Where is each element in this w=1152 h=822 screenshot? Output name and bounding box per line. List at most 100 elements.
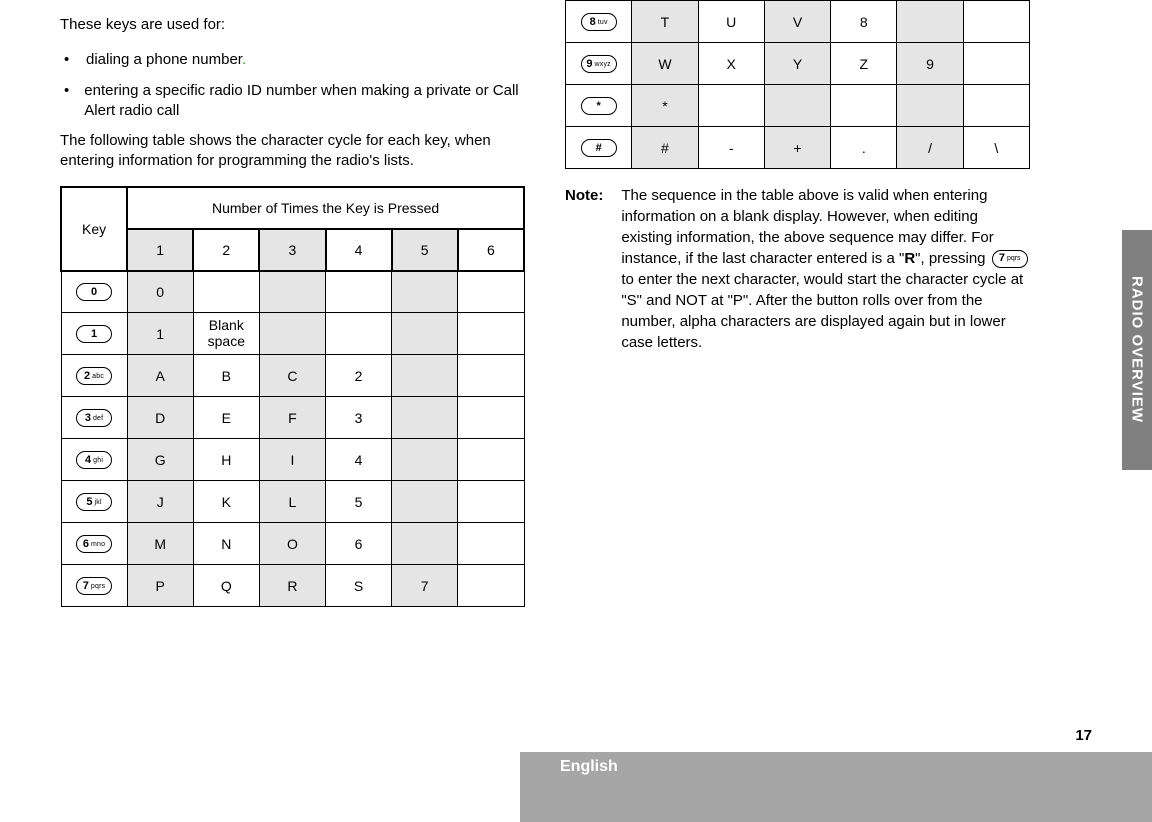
note-text: The sequence in the table above is valid… bbox=[621, 185, 1030, 353]
table-row: 5jklJKL5 bbox=[61, 481, 524, 523]
table-cell bbox=[392, 355, 458, 397]
key-cell: 0 bbox=[61, 271, 127, 313]
table-cell: E bbox=[193, 397, 259, 439]
table-cell bbox=[458, 313, 524, 355]
right-column: 8tuvTUV89wxyzWXYZ9**##-+./\ Note: The se… bbox=[565, 0, 1030, 607]
table-cell bbox=[458, 481, 524, 523]
table-cell: H bbox=[193, 439, 259, 481]
table-cell: X bbox=[698, 43, 764, 85]
table-row: 9wxyz WXYZ9 bbox=[566, 43, 1030, 85]
note-label: Note: bbox=[565, 185, 603, 353]
key-icon: 4ghi bbox=[76, 451, 112, 469]
table-cell: 8 bbox=[831, 1, 897, 43]
bullet-dot-icon: • bbox=[64, 81, 72, 122]
table-cell bbox=[698, 85, 764, 127]
presses-header: Number of Times the Key is Pressed bbox=[127, 187, 524, 229]
table-row: 00 bbox=[61, 271, 524, 313]
table-cell bbox=[326, 313, 392, 355]
col-header: 4 bbox=[326, 229, 392, 271]
table-cell: Z bbox=[831, 43, 897, 85]
key-icon: 6mno bbox=[76, 535, 112, 553]
bullet-dot-icon: • bbox=[64, 50, 74, 70]
table-row: ##-+./\ bbox=[566, 127, 1030, 169]
table-row: 7pqrsPQRS7 bbox=[61, 565, 524, 607]
table-cell: 4 bbox=[326, 439, 392, 481]
table-cell: 9 bbox=[897, 43, 963, 85]
table-row: 4ghiGHI4 bbox=[61, 439, 524, 481]
table-cell bbox=[392, 439, 458, 481]
col-header: 2 bbox=[193, 229, 259, 271]
key-cell: 8tuv bbox=[566, 1, 632, 43]
table-cell: + bbox=[764, 127, 830, 169]
table-cell bbox=[963, 43, 1029, 85]
key-cell: 7pqrs bbox=[61, 565, 127, 607]
note-block: Note: The sequence in the table above is… bbox=[565, 185, 1030, 353]
key-cell: 9wxyz bbox=[566, 43, 632, 85]
table-cell bbox=[963, 1, 1029, 43]
col-header: 3 bbox=[259, 229, 325, 271]
key-icon: 2abc bbox=[76, 367, 112, 385]
key-cell: * bbox=[566, 85, 632, 127]
table-cell: O bbox=[259, 523, 325, 565]
col-header: 5 bbox=[392, 229, 458, 271]
table-cell: F bbox=[259, 397, 325, 439]
table-cell: Blankspace bbox=[193, 313, 259, 355]
table-cell bbox=[193, 271, 259, 313]
table-cell: 2 bbox=[326, 355, 392, 397]
key-icon: 1 bbox=[76, 325, 112, 343]
key-icon: 9wxyz bbox=[581, 55, 617, 73]
page-number: 17 bbox=[1075, 727, 1092, 744]
table-cell: 1 bbox=[127, 313, 193, 355]
table-cell: V bbox=[764, 1, 830, 43]
key-7-icon: 7pqrs bbox=[992, 250, 1028, 268]
table-cell: T bbox=[632, 1, 698, 43]
table-cell: C bbox=[259, 355, 325, 397]
table-cell bbox=[458, 271, 524, 313]
table-cell: P bbox=[127, 565, 193, 607]
table-cell: . bbox=[831, 127, 897, 169]
table-cell bbox=[458, 397, 524, 439]
table-cell: * bbox=[632, 85, 698, 127]
table-cell: I bbox=[259, 439, 325, 481]
table-cell bbox=[326, 271, 392, 313]
table-cell: \ bbox=[963, 127, 1029, 169]
table-cell: W bbox=[632, 43, 698, 85]
bullet-text: entering a specific radio ID number when… bbox=[84, 81, 525, 122]
table-cell: 6 bbox=[326, 523, 392, 565]
language-bar: English bbox=[520, 752, 1152, 822]
table-row: 6mno MNO6 bbox=[61, 523, 524, 565]
table-cell: # bbox=[632, 127, 698, 169]
table-cell: Y bbox=[764, 43, 830, 85]
table-cell: Q bbox=[193, 565, 259, 607]
key-icon: 8tuv bbox=[581, 13, 617, 31]
table-cell bbox=[897, 85, 963, 127]
table-cell: N bbox=[193, 523, 259, 565]
table-cell: J bbox=[127, 481, 193, 523]
key-cell: # bbox=[566, 127, 632, 169]
intro-text: These keys are used for: bbox=[60, 15, 525, 35]
table-cell: B bbox=[193, 355, 259, 397]
key-cell: 3def bbox=[61, 397, 127, 439]
table-cell bbox=[392, 397, 458, 439]
table-cell bbox=[392, 271, 458, 313]
key-icon: 0 bbox=[76, 283, 112, 301]
table-cell bbox=[392, 313, 458, 355]
table-intro-paragraph: The following table shows the character … bbox=[60, 131, 525, 172]
table-cell: - bbox=[698, 127, 764, 169]
table-cell bbox=[897, 1, 963, 43]
bullet-item: • entering a specific radio ID number wh… bbox=[64, 81, 525, 122]
table-cell: M bbox=[127, 523, 193, 565]
table-cell: S bbox=[326, 565, 392, 607]
key-icon: # bbox=[581, 139, 617, 157]
table-cell bbox=[458, 439, 524, 481]
key-icon: * bbox=[581, 97, 617, 115]
table-cell: R bbox=[259, 565, 325, 607]
key-cell: 1 bbox=[61, 313, 127, 355]
table-cell: 7 bbox=[392, 565, 458, 607]
table-cell: K bbox=[193, 481, 259, 523]
table-row: 2abcABC2 bbox=[61, 355, 524, 397]
col-header: 1 bbox=[127, 229, 193, 271]
bullet-text: dialing a phone number bbox=[86, 51, 242, 68]
table-cell: 0 bbox=[127, 271, 193, 313]
keypad-table-right: 8tuvTUV89wxyzWXYZ9**##-+./\ bbox=[565, 0, 1030, 169]
